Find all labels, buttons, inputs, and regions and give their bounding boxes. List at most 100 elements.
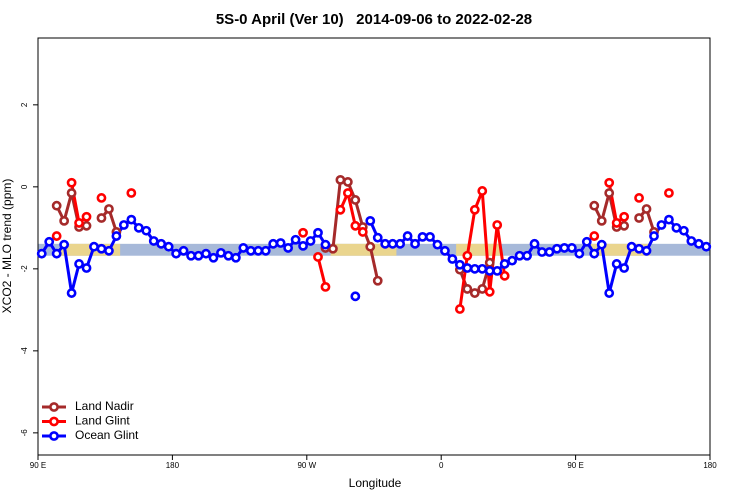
x-tick-label: 180 bbox=[166, 461, 180, 470]
data-point bbox=[454, 259, 465, 270]
data-point bbox=[447, 254, 458, 264]
data-point bbox=[477, 186, 488, 196]
data-point bbox=[664, 214, 674, 225]
y-tick-label: 2 bbox=[20, 102, 29, 107]
data-point bbox=[201, 248, 211, 259]
data-point bbox=[253, 245, 264, 256]
data-point bbox=[96, 213, 107, 223]
data-point bbox=[484, 286, 495, 297]
data-point bbox=[66, 188, 77, 198]
data-point bbox=[671, 222, 682, 233]
data-point bbox=[507, 255, 518, 266]
data-point bbox=[126, 214, 137, 225]
data-point bbox=[514, 250, 525, 261]
data-point bbox=[477, 263, 488, 274]
data-point bbox=[499, 259, 510, 269]
data-point bbox=[230, 252, 241, 263]
data-point bbox=[290, 234, 301, 245]
legend-label: Ocean Glint bbox=[75, 428, 139, 442]
data-point bbox=[537, 247, 547, 257]
data-point bbox=[335, 204, 346, 215]
data-point bbox=[350, 195, 361, 205]
legend-marker bbox=[49, 402, 59, 412]
data-point bbox=[342, 188, 353, 198]
data-point bbox=[350, 220, 361, 231]
data-point bbox=[589, 231, 600, 241]
data-point bbox=[96, 193, 107, 203]
data-point bbox=[365, 241, 376, 252]
data-point bbox=[611, 218, 622, 228]
x-tick-label: 90 E bbox=[30, 461, 46, 470]
data-point bbox=[141, 225, 152, 236]
data-point bbox=[417, 231, 428, 242]
x-tick-label: 90 W bbox=[297, 461, 316, 470]
x-tick-label: 0 bbox=[439, 461, 444, 470]
data-point bbox=[462, 250, 473, 261]
data-point bbox=[641, 245, 652, 256]
data-point bbox=[469, 263, 480, 274]
data-point bbox=[387, 238, 398, 249]
band-highlight bbox=[330, 243, 397, 256]
data-point bbox=[649, 231, 659, 241]
data-point bbox=[634, 193, 644, 203]
data-point bbox=[357, 227, 368, 237]
data-point bbox=[104, 204, 114, 214]
data-point bbox=[51, 231, 62, 241]
data-point bbox=[693, 238, 704, 249]
data-point bbox=[59, 239, 70, 250]
data-point bbox=[619, 263, 630, 273]
y-tick-label: -6 bbox=[20, 429, 29, 437]
data-point bbox=[432, 239, 443, 250]
data-point bbox=[462, 263, 473, 273]
x-axis-label: Longitude bbox=[349, 476, 402, 490]
data-point bbox=[193, 250, 204, 261]
data-point bbox=[596, 215, 607, 226]
data-point bbox=[74, 259, 84, 269]
band-highlight bbox=[456, 243, 501, 256]
data-point bbox=[484, 257, 495, 268]
data-point bbox=[66, 288, 77, 298]
data-point bbox=[320, 239, 331, 250]
x-tick-label: 90 E bbox=[567, 461, 583, 470]
data-point bbox=[619, 211, 630, 222]
data-point bbox=[678, 225, 689, 236]
data-point bbox=[581, 236, 592, 247]
data-point bbox=[81, 220, 92, 231]
data-point bbox=[59, 215, 70, 226]
data-point bbox=[275, 238, 286, 248]
data-point bbox=[111, 231, 122, 241]
data-point bbox=[611, 259, 622, 269]
data-point bbox=[81, 211, 92, 222]
y-axis-label: XCO2 - MLO trend (ppm) bbox=[0, 179, 14, 314]
data-point bbox=[604, 177, 615, 188]
data-point bbox=[559, 243, 570, 253]
data-point bbox=[156, 238, 167, 249]
data-point bbox=[44, 236, 55, 247]
data-point bbox=[350, 291, 361, 302]
data-point bbox=[686, 236, 697, 246]
data-point bbox=[656, 220, 667, 230]
data-point bbox=[118, 220, 129, 230]
data-point bbox=[186, 250, 196, 261]
data-point bbox=[268, 238, 279, 249]
data-point bbox=[283, 243, 294, 253]
data-point bbox=[372, 275, 383, 286]
data-point bbox=[469, 204, 480, 215]
data-point bbox=[589, 248, 600, 259]
data-point bbox=[81, 263, 92, 273]
data-point bbox=[216, 247, 226, 258]
data-point bbox=[380, 238, 391, 249]
data-point bbox=[589, 200, 600, 211]
data-point bbox=[454, 304, 465, 314]
data-point bbox=[372, 232, 383, 243]
data-point bbox=[335, 174, 346, 185]
data-point bbox=[574, 248, 585, 259]
data-point bbox=[604, 288, 615, 298]
data-point bbox=[462, 284, 473, 294]
y-tick-label: -4 bbox=[20, 347, 29, 355]
data-point bbox=[641, 204, 652, 214]
data-point bbox=[51, 248, 62, 259]
data-point bbox=[701, 241, 712, 252]
data-point bbox=[664, 188, 674, 198]
